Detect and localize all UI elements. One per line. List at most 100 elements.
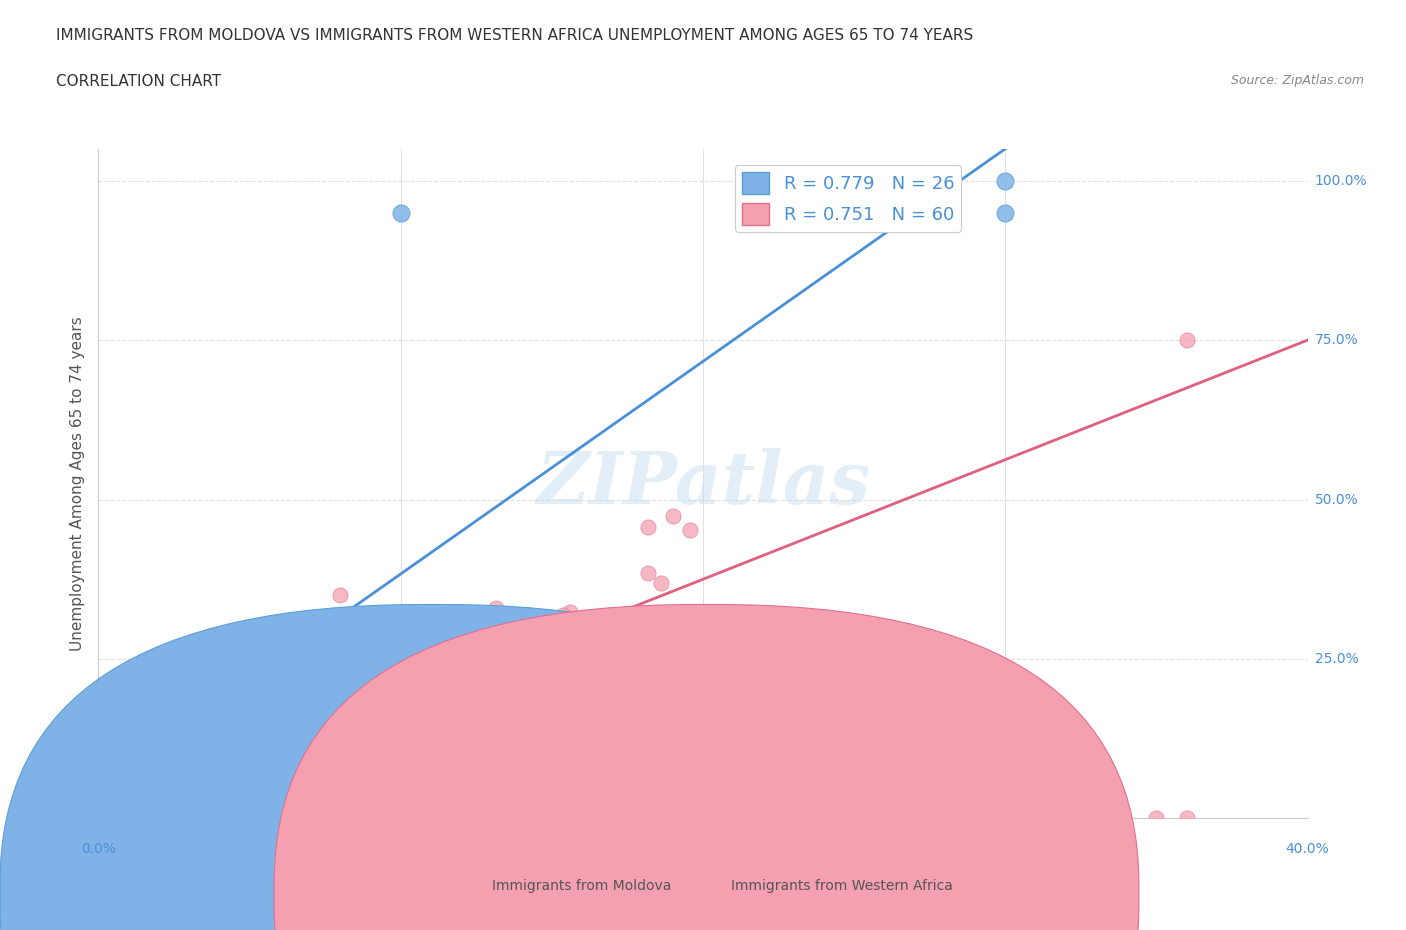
Text: CORRELATION CHART: CORRELATION CHART xyxy=(56,74,221,89)
Point xyxy=(103,780,125,795)
Point xyxy=(1175,333,1198,348)
Point xyxy=(389,674,412,689)
Point xyxy=(661,811,683,826)
Point xyxy=(353,644,375,659)
Point xyxy=(254,697,277,711)
Point xyxy=(239,652,262,667)
Point xyxy=(360,811,382,826)
Point xyxy=(308,721,330,736)
Point xyxy=(360,723,382,737)
Point xyxy=(118,671,141,685)
Point xyxy=(226,694,249,709)
Point xyxy=(450,667,472,682)
Point xyxy=(510,811,533,826)
Point xyxy=(994,173,1017,188)
Point xyxy=(413,665,436,680)
Point xyxy=(541,622,564,637)
Point xyxy=(277,720,299,735)
Point xyxy=(148,811,170,826)
Point xyxy=(134,754,156,769)
Point xyxy=(433,623,456,638)
Point xyxy=(419,811,441,826)
Point xyxy=(211,744,233,759)
Point xyxy=(934,811,956,826)
Point xyxy=(375,690,398,705)
Point xyxy=(1054,811,1077,826)
Point xyxy=(485,601,508,616)
Point xyxy=(679,523,702,538)
Point xyxy=(329,811,352,826)
Point xyxy=(87,773,110,788)
Point xyxy=(650,576,672,591)
Text: 0.0%: 0.0% xyxy=(82,842,115,856)
Point xyxy=(208,811,231,826)
Point xyxy=(87,798,110,813)
Text: Immigrants from Western Africa: Immigrants from Western Africa xyxy=(731,879,953,893)
Point xyxy=(574,629,596,644)
Point xyxy=(419,622,441,637)
Point xyxy=(498,670,520,684)
Point xyxy=(593,613,616,628)
Point xyxy=(662,508,685,523)
Point xyxy=(370,653,392,668)
Point xyxy=(384,705,406,720)
Text: 50.0%: 50.0% xyxy=(1315,493,1358,507)
Point xyxy=(450,811,472,826)
Point xyxy=(361,677,384,692)
Text: Immigrants from Moldova: Immigrants from Moldova xyxy=(492,879,672,893)
Point xyxy=(87,811,110,826)
Point xyxy=(87,735,110,750)
Point xyxy=(311,663,333,678)
Point xyxy=(492,628,515,643)
Text: 40.0%: 40.0% xyxy=(1285,842,1330,856)
Point xyxy=(299,811,322,826)
Point xyxy=(118,811,141,826)
Point xyxy=(637,565,659,580)
Text: 100.0%: 100.0% xyxy=(1315,174,1367,188)
Point xyxy=(1175,811,1198,826)
Point xyxy=(239,811,262,826)
Point xyxy=(131,764,153,778)
Point xyxy=(844,811,866,826)
Point xyxy=(87,811,110,826)
Point xyxy=(404,697,426,711)
Point xyxy=(1144,811,1167,826)
Point xyxy=(87,786,110,801)
Text: ZIPatlas: ZIPatlas xyxy=(536,448,870,519)
Legend: R = 0.779   N = 26, R = 0.751   N = 60: R = 0.779 N = 26, R = 0.751 N = 60 xyxy=(735,165,962,232)
Point xyxy=(631,779,654,794)
Point xyxy=(329,811,352,826)
Point xyxy=(364,661,387,676)
Point xyxy=(217,724,239,738)
Point xyxy=(558,604,581,619)
Point xyxy=(118,779,141,794)
Point xyxy=(262,703,284,718)
Point xyxy=(87,684,110,698)
Point xyxy=(389,206,412,220)
Point xyxy=(249,724,271,739)
Y-axis label: Unemployment Among Ages 65 to 74 years: Unemployment Among Ages 65 to 74 years xyxy=(69,316,84,651)
Text: 75.0%: 75.0% xyxy=(1315,333,1358,347)
Point xyxy=(167,728,190,743)
Point xyxy=(524,641,547,656)
Point xyxy=(994,206,1017,220)
Text: 25.0%: 25.0% xyxy=(1315,652,1358,666)
Text: IMMIGRANTS FROM MOLDOVA VS IMMIGRANTS FROM WESTERN AFRICA UNEMPLOYMENT AMONG AGE: IMMIGRANTS FROM MOLDOVA VS IMMIGRANTS FR… xyxy=(56,28,973,43)
Point xyxy=(127,776,149,790)
Point xyxy=(177,811,201,826)
Text: Source: ZipAtlas.com: Source: ZipAtlas.com xyxy=(1230,74,1364,87)
Point xyxy=(389,811,412,826)
Point xyxy=(752,811,775,826)
Point xyxy=(312,715,335,730)
Point xyxy=(87,811,110,826)
Point xyxy=(553,607,575,622)
Point xyxy=(87,760,110,775)
Point xyxy=(637,520,659,535)
Point xyxy=(148,779,170,794)
Point xyxy=(318,678,340,693)
Point xyxy=(269,811,291,826)
Point xyxy=(360,811,382,826)
Point xyxy=(301,709,323,724)
Point xyxy=(329,588,352,603)
Point xyxy=(389,676,412,691)
